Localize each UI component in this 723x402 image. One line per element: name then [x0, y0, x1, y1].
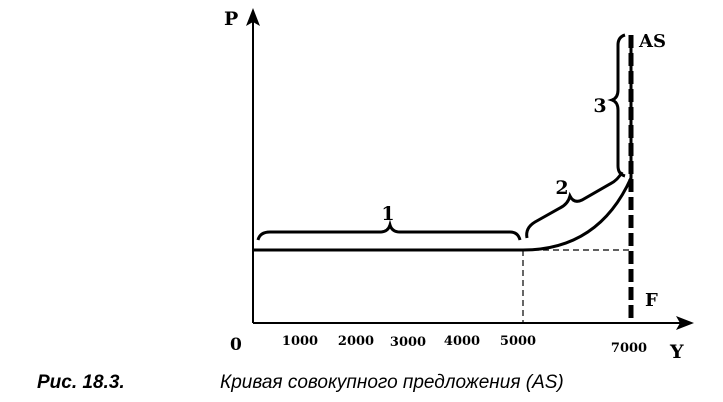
segment-label: 1 [381, 203, 394, 225]
x-tick-label: 1000 [282, 334, 318, 349]
x-axis-arrow [676, 316, 694, 330]
x-tick-label: 7000 [611, 341, 647, 356]
aggregate-supply-chart: P Y 0 1000 2000 3000 4000 5000 7000 F AS 1 2 3 [224, 8, 694, 363]
figure-label: Рис. 18.3. [37, 372, 125, 393]
brace-segment-3 [607, 33, 626, 178]
segment-label: 3 [593, 95, 606, 117]
figure-title: Кривая совокупного предложения (AS) [220, 372, 564, 393]
x-tick-label: 2000 [338, 334, 374, 349]
x-tick-label: 4000 [444, 334, 480, 349]
f-label: F [645, 290, 658, 311]
x-tick-label: 3000 [390, 335, 426, 350]
brace-segment-1 [256, 219, 522, 241]
y-axis-arrow [246, 8, 260, 26]
origin-label: 0 [230, 335, 242, 355]
x-tick-label: 5000 [500, 334, 536, 349]
as-curve [253, 35, 633, 252]
x-axis-label: Y [669, 341, 684, 363]
segment-label: 2 [555, 177, 568, 199]
y-axis-label: P [224, 8, 238, 30]
as-curve-label: AS [638, 31, 666, 52]
brace-segment-2 [525, 171, 624, 239]
